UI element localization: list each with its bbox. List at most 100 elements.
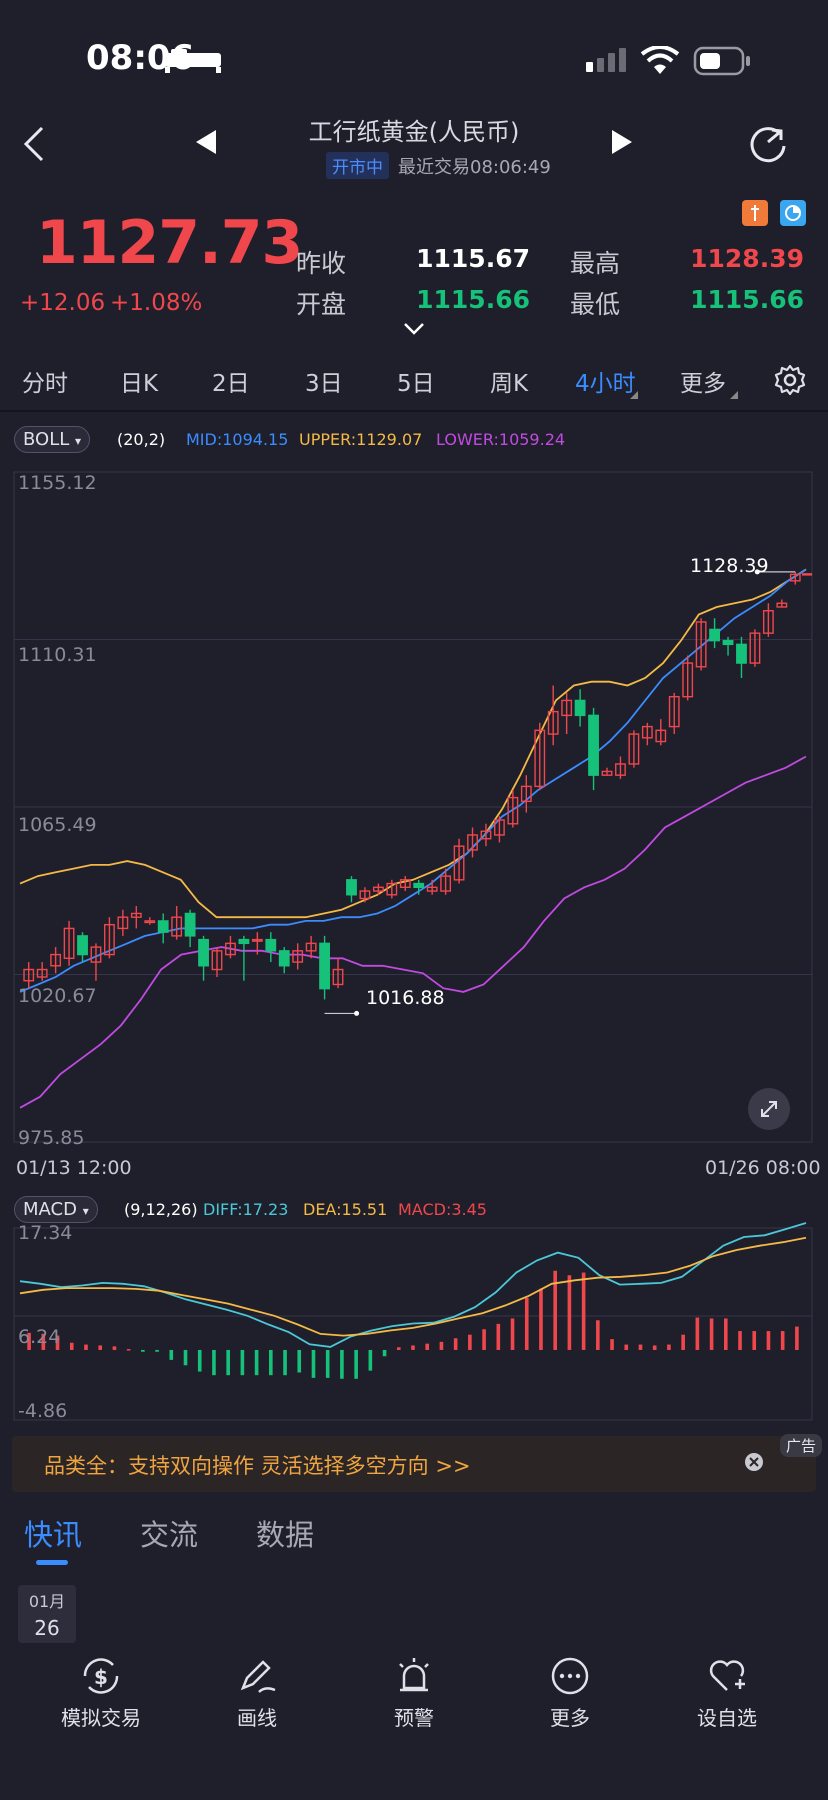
max-marker-dot [754, 569, 760, 575]
dropdown-caret-icon: ▾ [82, 1204, 89, 1218]
tab-discussion[interactable]: 交流 [140, 1518, 199, 1552]
tab-intraday[interactable]: 分时 [22, 371, 68, 397]
tab-3day[interactable]: 3日 [305, 371, 343, 397]
tool-icon-orange[interactable] [742, 200, 768, 226]
boll-upper: UPPER:1129.07 [299, 430, 423, 449]
nav-label: 设自选 [697, 1706, 757, 1730]
ad-close-icon[interactable] [744, 1452, 764, 1472]
macd-histogram-bar [766, 1331, 771, 1350]
tab-4hour[interactable]: 4小时 [575, 371, 636, 397]
macd-indicator-name: MACD [23, 1199, 77, 1220]
candle-body [36, 968, 48, 978]
tab-daily-k[interactable]: 日K [120, 371, 159, 397]
macd-histogram-bar [226, 1349, 230, 1376]
macd-histogram-bar [652, 1345, 657, 1350]
tab-weekly-k[interactable]: 周K [490, 371, 529, 397]
candle-body [144, 920, 156, 924]
macd-histogram-bar [468, 1334, 472, 1350]
candle-body [77, 935, 88, 956]
macd-histogram-bar [197, 1349, 202, 1372]
candle-body [776, 602, 788, 608]
boll-lower-line [19, 755, 807, 1109]
nav-simulated-trading[interactable]: $ 模拟交易 [41, 1656, 161, 1731]
tab-2day[interactable]: 2日 [212, 371, 250, 397]
boll-indicator-selector[interactable]: BOLL ▾ [14, 426, 91, 453]
tab-more[interactable]: 更多 [680, 371, 726, 397]
ad-banner[interactable] [12, 1436, 816, 1492]
refresh-icon[interactable] [746, 122, 790, 166]
time-axis-end: 01/26 08:00 [705, 1157, 821, 1179]
macd-indicator-selector[interactable]: MACD ▾ [14, 1196, 98, 1223]
ad-text[interactable]: 品类全：支持双向操作 灵活选择多空方向 >> [44, 1454, 471, 1478]
macd-dea: DEA:15.51 [303, 1200, 388, 1219]
settings-gear-icon[interactable] [774, 364, 806, 396]
y-axis-label-4: 1020.67 [18, 985, 97, 1007]
expand-chevron-icon[interactable] [403, 322, 425, 336]
svg-text:$: $ [94, 1665, 108, 1689]
candle-body [117, 916, 129, 930]
candlestick-chart[interactable] [0, 462, 828, 1156]
alarm-icon [399, 1658, 429, 1692]
back-icon[interactable] [20, 124, 50, 164]
tab-4hour-dropdown-icon [630, 391, 638, 399]
nav-label: 预警 [394, 1706, 434, 1730]
tab-news-flash[interactable]: 快讯 [24, 1518, 83, 1552]
candle-body [453, 845, 465, 881]
macd-histogram-bar [738, 1331, 742, 1350]
nav-add-watchlist[interactable]: 设自选 [667, 1656, 787, 1731]
candle-body [251, 938, 263, 942]
tab-data[interactable]: 数据 [256, 1518, 315, 1552]
candle-body [789, 573, 801, 582]
macd-histogram-bar [453, 1338, 458, 1350]
macd-histogram-bar [567, 1275, 572, 1350]
candle-body [628, 733, 640, 765]
next-instrument-icon[interactable] [610, 128, 634, 156]
nav-more[interactable]: 更多 [510, 1656, 630, 1731]
candle-body [292, 950, 304, 963]
macd-histogram-bar [382, 1349, 387, 1357]
price-change: +12.06 [20, 290, 106, 316]
macd-axis-max: 17.34 [18, 1222, 73, 1244]
ad-tag: 广告 [780, 1434, 823, 1457]
macd-histogram-bar [510, 1318, 515, 1350]
macd-histogram-bar [212, 1349, 216, 1376]
macd-histogram-bar [368, 1349, 373, 1371]
price-change-pct: +1.08% [110, 290, 203, 316]
nav-alert[interactable]: 预警 [354, 1656, 474, 1731]
prev-close-label: 昨收 [296, 249, 347, 278]
nav-draw-line[interactable]: 画线 [197, 1656, 317, 1731]
candle-body [372, 886, 384, 892]
macd-diff-line [19, 1222, 807, 1348]
macd-histogram-bar [695, 1317, 700, 1350]
candle-body [171, 916, 183, 937]
candle-body [695, 621, 707, 668]
candle-body [184, 912, 196, 937]
high-value: 1128.39 [690, 244, 804, 273]
candle-body [762, 610, 774, 634]
candle-body [574, 699, 586, 717]
macd-dea-line [19, 1236, 807, 1337]
macd-histogram-bar [482, 1329, 486, 1350]
min-price-marker: 1016.88 [366, 987, 445, 1009]
low-value: 1115.66 [690, 285, 804, 314]
fullscreen-button[interactable] [748, 1088, 790, 1130]
candle-body [615, 763, 626, 776]
candle-body [50, 953, 62, 967]
macd-histogram-bar [98, 1345, 102, 1350]
macd-histogram-bar [524, 1297, 529, 1350]
macd-histogram-bar [297, 1349, 302, 1373]
macd-histogram-bar [354, 1349, 358, 1379]
pie-chart-icon[interactable] [780, 200, 806, 226]
candle-body [467, 834, 478, 851]
macd-chart[interactable] [0, 1222, 828, 1426]
min-marker-dot [354, 1010, 360, 1016]
candle-body [520, 785, 532, 803]
y-axis-label-3: 1065.49 [18, 814, 97, 836]
candle-body [399, 879, 411, 888]
candle-body [682, 662, 694, 698]
prev-instrument-icon[interactable] [194, 128, 218, 156]
open-value: 1115.66 [416, 285, 530, 314]
tab-5day[interactable]: 5日 [397, 371, 435, 397]
macd-histogram-bar [126, 1349, 131, 1351]
candle-body [709, 628, 720, 642]
